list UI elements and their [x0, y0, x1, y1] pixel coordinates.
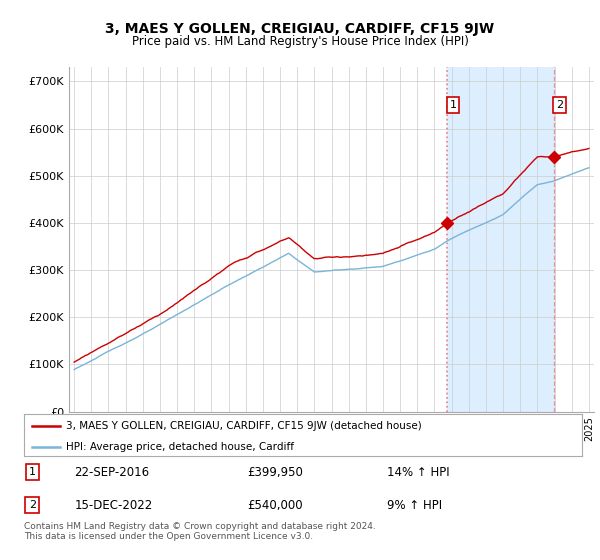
Text: 2: 2 — [556, 100, 563, 110]
Text: 3, MAES Y GOLLEN, CREIGIAU, CARDIFF, CF15 9JW (detached house): 3, MAES Y GOLLEN, CREIGIAU, CARDIFF, CF1… — [66, 421, 422, 431]
Text: £540,000: £540,000 — [247, 498, 303, 512]
Text: 9% ↑ HPI: 9% ↑ HPI — [387, 498, 442, 512]
Text: Price paid vs. HM Land Registry's House Price Index (HPI): Price paid vs. HM Land Registry's House … — [131, 35, 469, 48]
Text: 1: 1 — [449, 100, 457, 110]
Text: 15-DEC-2022: 15-DEC-2022 — [74, 498, 152, 512]
Text: 2: 2 — [29, 500, 36, 510]
Text: 14% ↑ HPI: 14% ↑ HPI — [387, 465, 449, 479]
Text: Contains HM Land Registry data © Crown copyright and database right 2024.
This d: Contains HM Land Registry data © Crown c… — [24, 522, 376, 542]
Text: 3, MAES Y GOLLEN, CREIGIAU, CARDIFF, CF15 9JW: 3, MAES Y GOLLEN, CREIGIAU, CARDIFF, CF1… — [106, 22, 494, 36]
Text: 1: 1 — [29, 467, 36, 477]
Text: 22-SEP-2016: 22-SEP-2016 — [74, 465, 149, 479]
Bar — [447, 67, 554, 412]
Text: HPI: Average price, detached house, Cardiff: HPI: Average price, detached house, Card… — [66, 442, 294, 452]
Text: £399,950: £399,950 — [247, 465, 303, 479]
